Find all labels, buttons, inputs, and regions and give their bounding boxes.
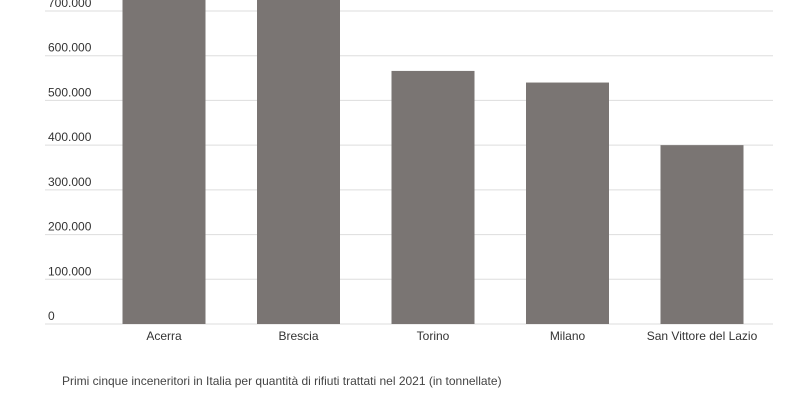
- x-tick-label: Acerra: [146, 329, 182, 343]
- bar: [526, 82, 609, 325]
- y-tick-label: 500.000: [48, 85, 92, 99]
- y-tick-label: 600.000: [48, 41, 92, 55]
- bar: [257, 0, 340, 324]
- x-tick-label: Milano: [550, 329, 586, 343]
- x-tick-label: Torino: [417, 329, 450, 343]
- bars: [122, 0, 744, 325]
- x-tick-label: Brescia: [278, 329, 318, 343]
- x-tick-labels: Acerra Brescia Torino Milano San Vittore del…: [146, 329, 757, 343]
- y-tick-label: 300.000: [48, 175, 92, 189]
- y-tick-label: 200.000: [48, 220, 92, 234]
- y-tick-label: 400.000: [48, 130, 92, 144]
- y-tick-label: 0: [48, 309, 55, 323]
- x-tick-label: San Vittore del Lazio: [647, 329, 758, 343]
- bar-chart: 0 100.000 200.000 300.000 400.000 500.000 600.…: [45, 0, 773, 343]
- y-tick-labels: 0 100.000 200.000 300.000 400.000 500.000 600.…: [48, 0, 92, 323]
- bar: [391, 70, 475, 324]
- bar: [122, 0, 206, 324]
- y-tick-label: 100.000: [48, 264, 92, 278]
- y-tick-label: 700.000: [48, 0, 92, 10]
- bar: [660, 145, 744, 324]
- chart-caption: Primi cinque inceneritori in Italia per …: [62, 374, 502, 388]
